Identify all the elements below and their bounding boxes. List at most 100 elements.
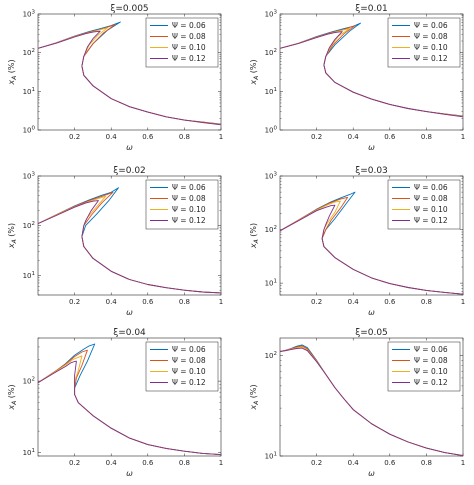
- legend-label: Ψ = 0.12: [414, 216, 448, 225]
- subplot-4: 0.2 0.4 0.6 0.8 1 101 102 103 ξ=0.03 ω xA (%) Ψ = 0…: [249, 166, 465, 317]
- x-tick-label: 0.6: [142, 133, 154, 141]
- y-tick-label: 101: [23, 448, 35, 457]
- subplot-title: ξ=0.05: [355, 328, 388, 338]
- x-tick-label: 0.2: [69, 298, 80, 306]
- series-lines: [38, 21, 221, 126]
- x-axis-label: ω: [126, 143, 133, 152]
- series-line-4: [38, 30, 221, 126]
- subplot-2: 0.2 0.4 0.6 0.8 1 100 101 102 103 ξ=0.01 ω xA (%) Ψ …: [249, 4, 465, 152]
- y-axis-label: xA (%): [249, 384, 260, 410]
- x-tick-label: 0.2: [69, 459, 80, 467]
- y-tick-label: 103: [265, 172, 278, 181]
- legend-label: Ψ = 0.06: [414, 345, 448, 354]
- x-tick-label: 0.2: [311, 298, 322, 306]
- x-tick-label: 0.6: [384, 459, 396, 467]
- series-lines: [38, 187, 221, 294]
- legend: Ψ = 0.06 Ψ = 0.08 Ψ = 0.10 Ψ = 0.12: [145, 17, 219, 68]
- x-tick-label: 0.2: [69, 133, 80, 141]
- x-tick-label: 0.4: [348, 133, 360, 141]
- series-line-4: [280, 31, 463, 118]
- x-axis-label: ω: [368, 308, 375, 317]
- x-tick-label: 0.8: [179, 459, 190, 467]
- legend-label: Ψ = 0.06: [172, 21, 206, 30]
- y-tick-label: 103: [23, 10, 36, 19]
- y-tick-label: 101: [265, 279, 277, 288]
- legend-label: Ψ = 0.06: [172, 345, 206, 354]
- x-tick-label: 1: [219, 133, 223, 141]
- y-tick-label: 101: [265, 452, 277, 461]
- x-tick-label: 0.8: [179, 298, 190, 306]
- y-tick-label: 102: [265, 48, 277, 57]
- x-tick-label: 0.4: [348, 298, 360, 306]
- legend-label: Ψ = 0.08: [414, 356, 448, 365]
- x-tick-label: 1: [219, 459, 223, 467]
- legend-label: Ψ = 0.06: [414, 21, 448, 30]
- series-line-4: [38, 360, 221, 456]
- legend-label: Ψ = 0.06: [414, 183, 448, 192]
- x-axis-label: ω: [126, 308, 133, 317]
- x-axis-label: ω: [126, 469, 133, 478]
- x-tick-label: 0.4: [106, 459, 118, 467]
- subplot-title: ξ=0.005: [110, 4, 148, 14]
- y-tick-label: 102: [23, 48, 35, 57]
- x-tick-label: 0.6: [142, 459, 154, 467]
- legend-label: Ψ = 0.12: [172, 378, 206, 387]
- subplot-3: 0.2 0.4 0.6 0.8 1 101 102 103 ξ=0.02 ω xA (%) Ψ = 0…: [7, 166, 223, 317]
- series-lines: [38, 343, 221, 456]
- legend: Ψ = 0.06 Ψ = 0.08 Ψ = 0.10 Ψ = 0.12: [387, 179, 461, 230]
- series-lines: [280, 22, 463, 118]
- subplot-title: ξ=0.03: [355, 166, 388, 176]
- legend: Ψ = 0.06 Ψ = 0.08 Ψ = 0.10 Ψ = 0.12: [387, 341, 461, 392]
- y-tick-label: 102: [23, 377, 35, 386]
- legend-label: Ψ = 0.10: [414, 367, 448, 376]
- legend: Ψ = 0.06 Ψ = 0.08 Ψ = 0.10 Ψ = 0.12: [145, 341, 219, 392]
- legend-label: Ψ = 0.08: [172, 32, 206, 41]
- y-tick-label: 101: [23, 271, 35, 280]
- x-tick-label: 0.8: [421, 459, 432, 467]
- legend-label: Ψ = 0.08: [414, 194, 448, 203]
- x-tick-label: 0.6: [384, 298, 396, 306]
- legend-label: Ψ = 0.10: [172, 367, 206, 376]
- x-tick-label: 0.8: [421, 298, 432, 306]
- subplot-5: 0.2 0.4 0.6 0.8 1 101 102 ξ=0.04 ω xA (%) Ψ = 0.06…: [7, 328, 223, 478]
- y-tick-label: 102: [265, 225, 277, 234]
- x-axis-label: ω: [368, 469, 375, 478]
- x-tick-label: 0.4: [348, 459, 360, 467]
- legend-label: Ψ = 0.12: [414, 54, 448, 63]
- legend-label: Ψ = 0.06: [172, 183, 206, 192]
- subplot-6: 0.2 0.4 0.6 0.8 1 101 102 ξ=0.05 ω xA (%) Ψ = 0.06…: [249, 328, 465, 478]
- x-tick-label: 0.6: [142, 298, 154, 306]
- legend-label: Ψ = 0.08: [414, 32, 448, 41]
- legend-label: Ψ = 0.10: [172, 43, 206, 52]
- x-axis-label: ω: [368, 143, 375, 152]
- series-line-4: [280, 347, 463, 456]
- legend-label: Ψ = 0.10: [414, 43, 448, 52]
- y-tick-label: 103: [23, 172, 36, 181]
- series-lines: [280, 191, 463, 295]
- x-tick-label: 0.6: [384, 133, 396, 141]
- x-tick-label: 0.8: [421, 133, 432, 141]
- y-axis-label: xA (%): [249, 59, 260, 85]
- y-tick-label: 100: [23, 126, 36, 135]
- subplot-1: 0.2 0.4 0.6 0.8 1 100 101 102 103 ξ=0.005 ω xA (%) Ψ…: [7, 4, 223, 152]
- x-tick-label: 1: [461, 298, 465, 306]
- x-tick-label: 0.4: [106, 133, 118, 141]
- x-tick-label: 0.2: [311, 459, 322, 467]
- legend-label: Ψ = 0.10: [414, 205, 448, 214]
- y-tick-label: 100: [265, 126, 278, 135]
- x-tick-label: 0.4: [106, 298, 118, 306]
- legend-label: Ψ = 0.12: [172, 216, 206, 225]
- y-tick-label: 102: [265, 351, 277, 360]
- subplot-title: ξ=0.01: [355, 4, 388, 14]
- y-axis-label: xA (%): [7, 223, 18, 249]
- y-tick-label: 102: [23, 221, 35, 230]
- y-axis-label: xA (%): [7, 384, 18, 410]
- y-axis-label: xA (%): [7, 59, 18, 85]
- y-tick-label: 101: [23, 87, 35, 96]
- legend-label: Ψ = 0.08: [172, 356, 206, 365]
- x-tick-label: 0.2: [311, 133, 322, 141]
- legend-label: Ψ = 0.12: [414, 378, 448, 387]
- legend-label: Ψ = 0.10: [172, 205, 206, 214]
- y-tick-label: 101: [265, 87, 277, 96]
